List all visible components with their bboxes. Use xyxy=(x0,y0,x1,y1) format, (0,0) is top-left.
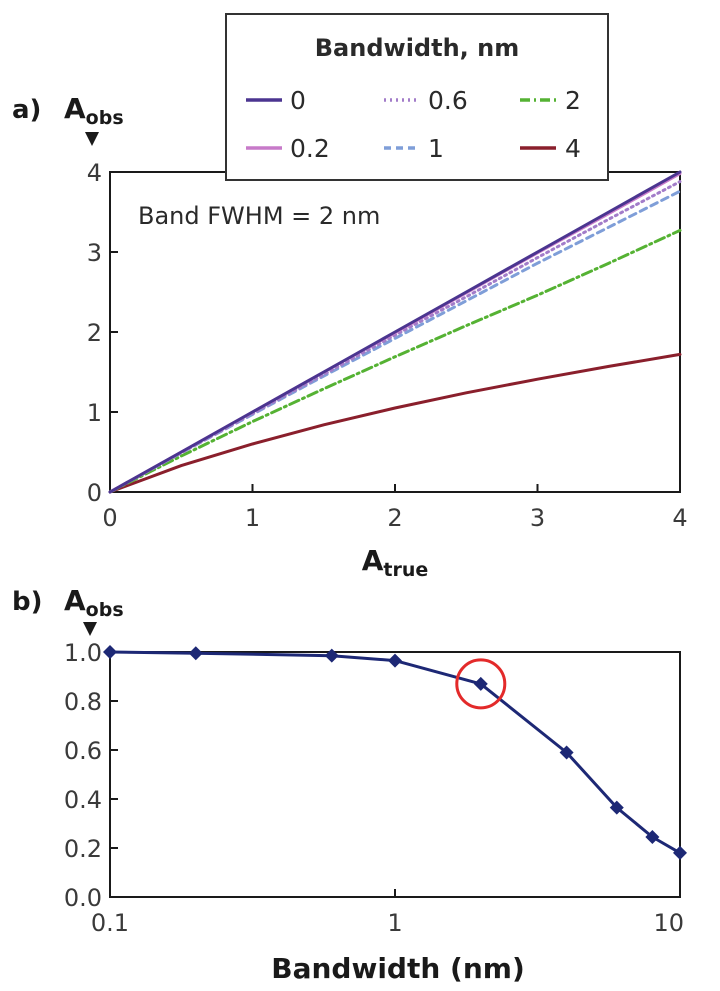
panel-b-y-axis-label: Aobs xyxy=(64,584,124,621)
panel-b-x-tick-label: 0.1 xyxy=(91,909,129,937)
panel-a-series xyxy=(108,170,682,494)
panel-b-data-point xyxy=(103,645,117,659)
legend-box xyxy=(225,13,609,181)
panel-b-y-tick-label: 0.6 xyxy=(64,737,102,765)
legend-label-0.6: 0.6 xyxy=(428,86,468,115)
panel-b-data-point xyxy=(324,648,339,663)
panel-b-y-tick-label: 0.2 xyxy=(64,835,102,863)
legend-label-2: 2 xyxy=(565,86,581,115)
panel-b-y-tick-label: 1.0 xyxy=(64,639,102,667)
panel-b-y-axis-label-main: A xyxy=(64,584,86,617)
panel-a-y-tick-label: 4 xyxy=(87,159,102,187)
panel-a-x-tick-label: 3 xyxy=(530,504,545,532)
panel-a-y-ticks: 0 1 2 3 4 xyxy=(87,159,118,507)
panel-b-data-point xyxy=(188,646,203,661)
legend-label-0.2: 0.2 xyxy=(290,134,330,163)
panel-b-y-axis-label-sub: obs xyxy=(86,599,124,621)
series-line-1 xyxy=(108,189,682,494)
panel-b-label: b) xyxy=(12,587,43,617)
panel-b-plot-frame xyxy=(109,651,681,898)
panel-a-legend: Bandwidth, nm 0 0.6 2 0.2 1 4 xyxy=(225,13,609,181)
panel-a-x-tick-label: 4 xyxy=(672,504,687,532)
panel-b-x-tick-label: 1 xyxy=(387,909,402,937)
panel-a-x-tick-label: 2 xyxy=(387,504,402,532)
legend-items: 0 0.6 2 0.2 1 4 xyxy=(246,86,581,163)
panel-b-y-tick-label: 0.0 xyxy=(64,884,102,912)
series-line-2 xyxy=(108,228,682,494)
panel-a-x-axis-label: Atrue xyxy=(362,544,429,581)
panel-b-data-point xyxy=(645,829,660,844)
panel-a-y-axis-label-main: A xyxy=(64,92,86,125)
panel-b-data-point xyxy=(559,745,574,760)
panel-a: a) Aobs 0 1 2 3 4 0 1 2 3 4 Band FWHM = 2 nm Atr… xyxy=(12,13,688,581)
legend-label-1: 1 xyxy=(428,134,444,163)
panel-b-data-point xyxy=(609,800,624,815)
panel-a-y-tick-label: 3 xyxy=(87,239,102,267)
panel-b: b) Aobs 0.1 1 10 0.0 0.2 0.4 0.6 0.8 1.0 Bandwi… xyxy=(12,584,687,985)
panel-b-data-point xyxy=(673,845,687,860)
panel-a-y-axis-label-sub: obs xyxy=(86,107,124,129)
panel-b-x-tick-label: 10 xyxy=(653,909,684,937)
panel-a-annotation: Band FWHM = 2 nm xyxy=(138,202,380,230)
panel-b-data-point xyxy=(388,653,402,668)
panel-b-series-line xyxy=(109,650,681,855)
panel-a-y-tick-label: 0 xyxy=(87,479,102,507)
panel-b-series xyxy=(103,645,687,860)
panel-b-x-ticks: 0.1 1 10 xyxy=(91,889,684,937)
panel-a-y-axis-arrow-icon xyxy=(85,132,99,146)
legend-label-0: 0 xyxy=(290,86,306,115)
series-line-0 xyxy=(108,170,682,494)
panel-b-data-point xyxy=(473,676,488,691)
panel-b-y-ticks: 0.0 0.2 0.4 0.6 0.8 1.0 xyxy=(64,639,118,912)
panel-a-x-axis-label-main: A xyxy=(362,544,384,577)
legend-title: Bandwidth, nm xyxy=(315,34,519,62)
panel-b-y-tick-label: 0.8 xyxy=(64,688,102,716)
legend-label-4: 4 xyxy=(565,134,581,163)
panel-a-x-axis-label-sub: true xyxy=(383,559,428,581)
panel-a-x-tick-label: 1 xyxy=(245,504,260,532)
panel-a-x-ticks: 0 1 2 3 4 xyxy=(102,484,688,532)
panel-b-y-axis-arrow-icon xyxy=(83,622,97,636)
series-line-4 xyxy=(108,352,682,494)
panel-a-label: a) xyxy=(12,95,41,125)
panel-a-y-axis-label: Aobs xyxy=(64,92,124,129)
panel-b-highlight-circle xyxy=(455,658,507,710)
panel-a-x-tick-label: 0 xyxy=(102,504,117,532)
panel-a-y-tick-label: 1 xyxy=(87,399,102,427)
panel-b-x-axis-label: Bandwidth (nm) xyxy=(271,952,525,985)
panel-a-y-tick-label: 2 xyxy=(87,319,102,347)
panel-b-y-tick-label: 0.4 xyxy=(64,786,102,814)
